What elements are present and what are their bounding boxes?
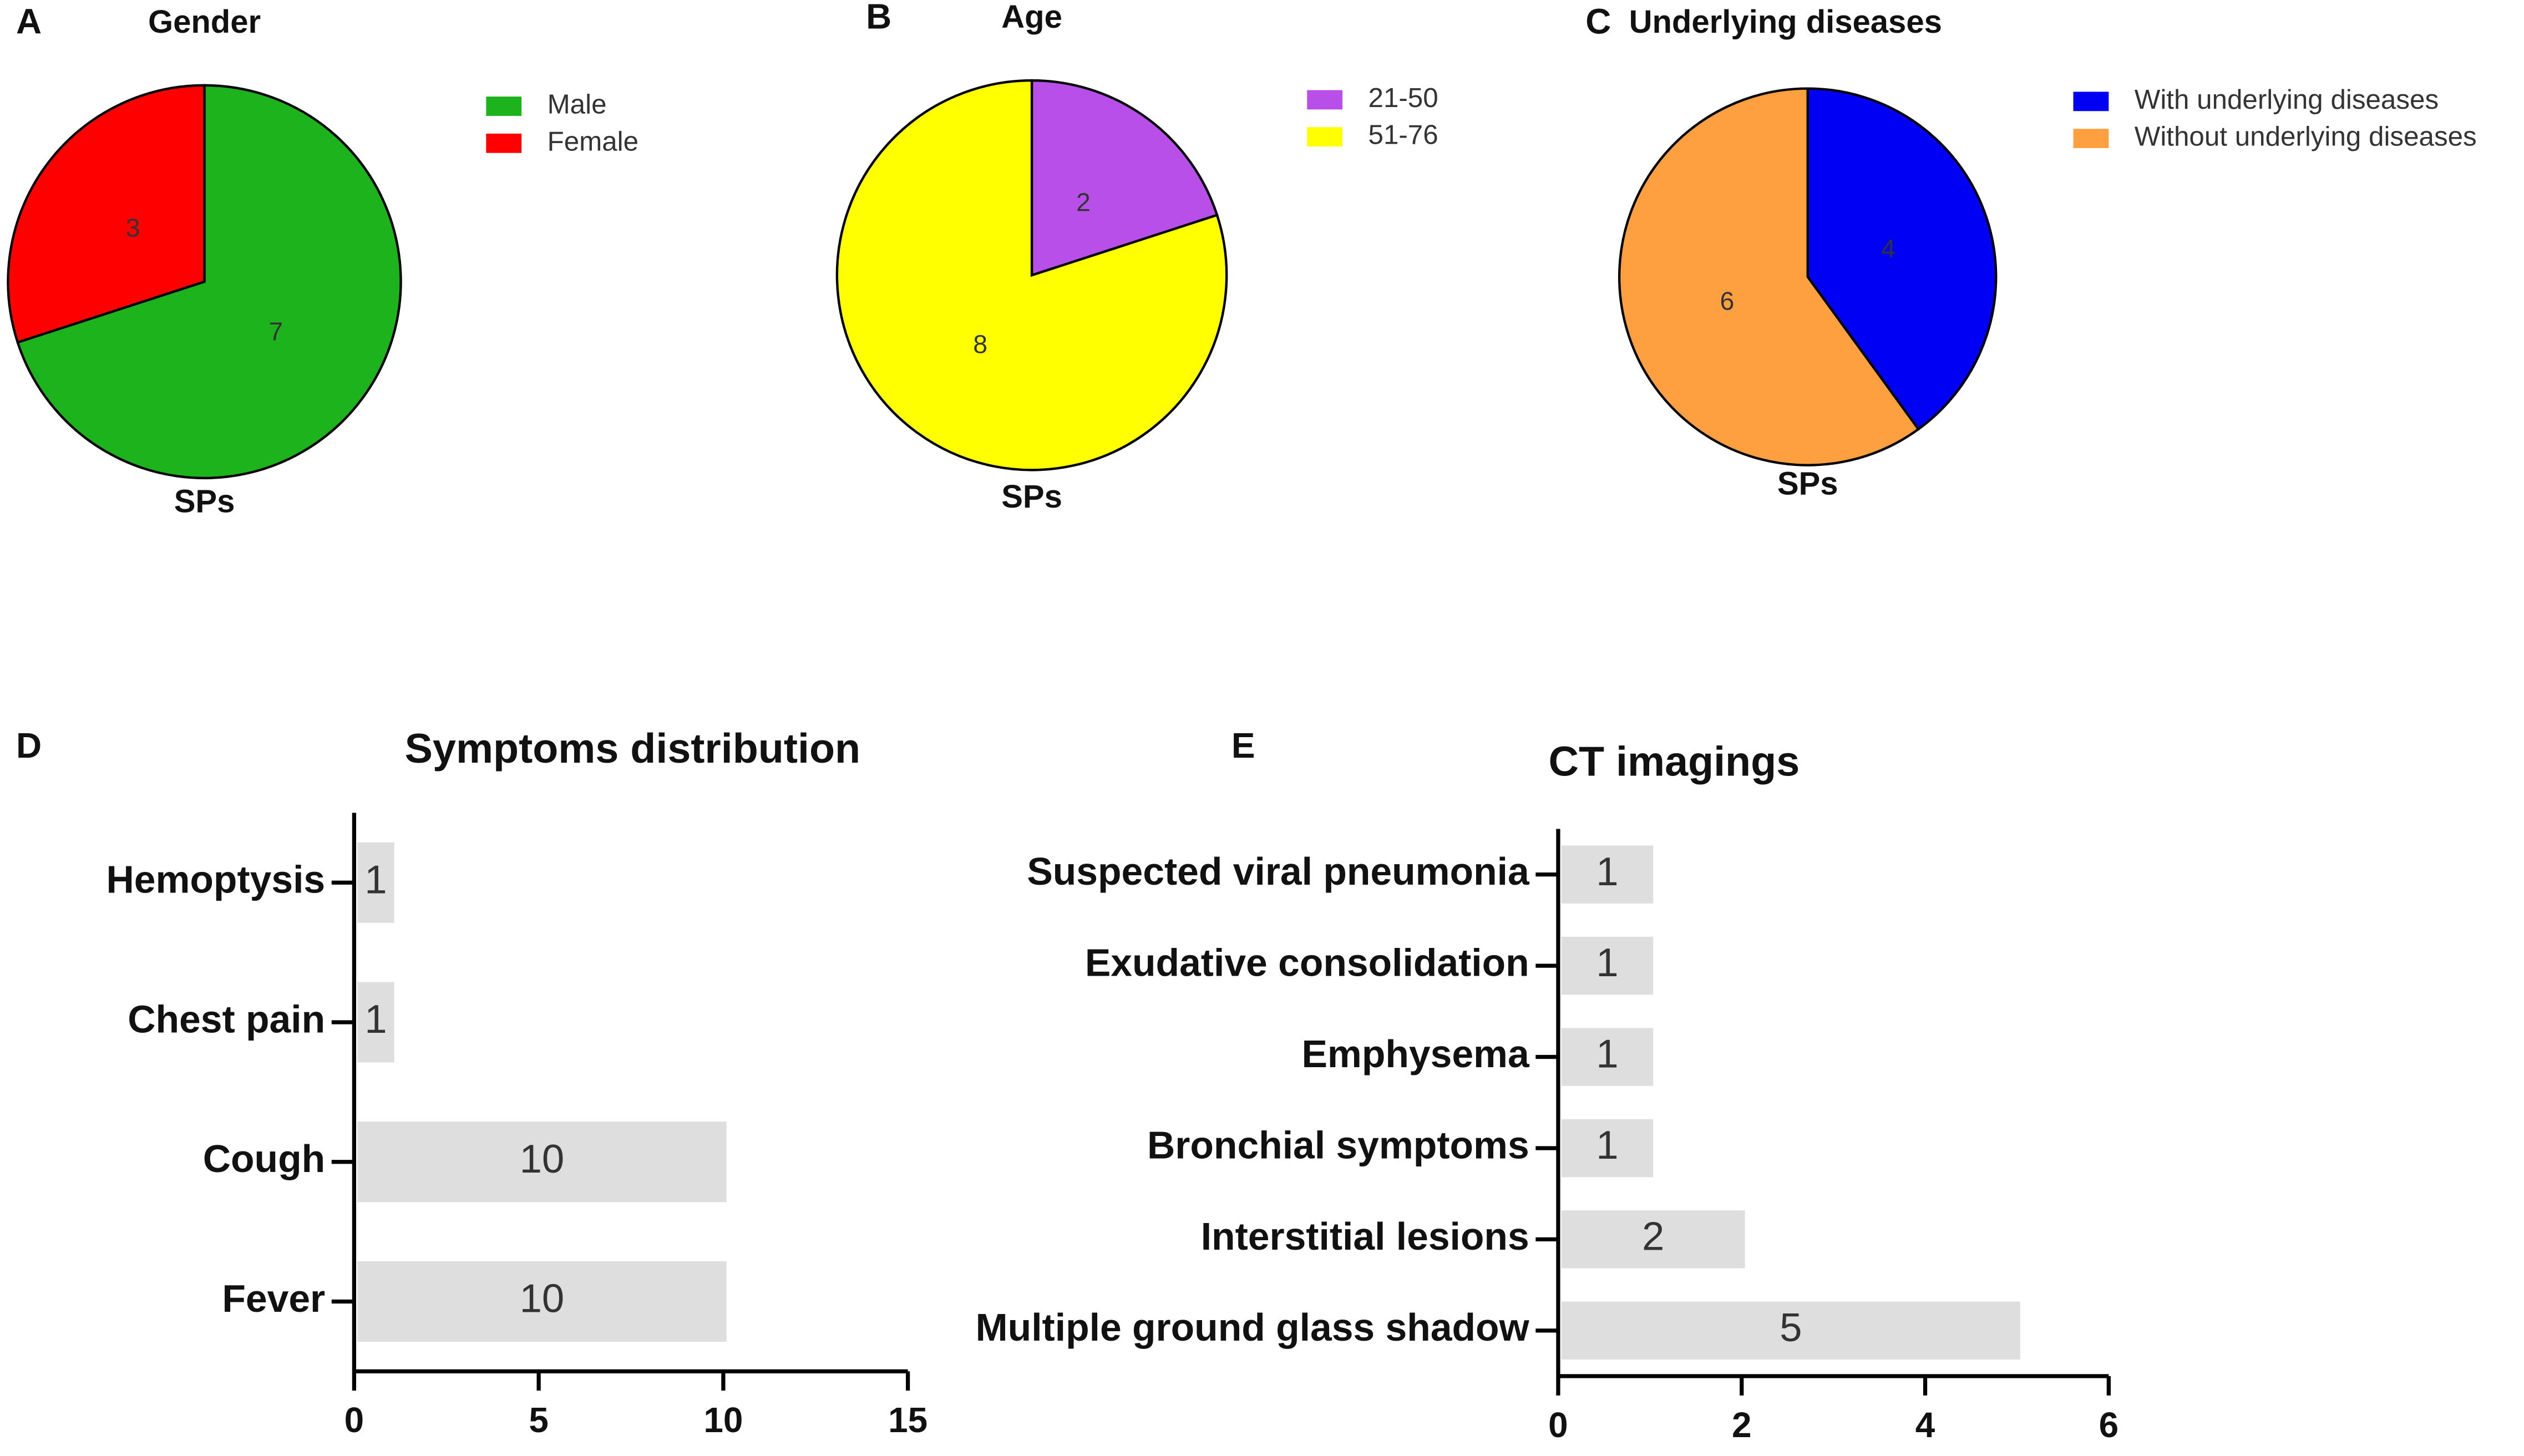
category-label: Chest pain bbox=[128, 997, 325, 1041]
category-label: Emphysema bbox=[1301, 1032, 1529, 1075]
slice-label: 4 bbox=[1881, 234, 1895, 263]
pie-slice bbox=[7, 84, 206, 344]
legend-swatch bbox=[2073, 129, 2109, 148]
chart-title: Underlying diseases bbox=[1629, 4, 1942, 40]
legend-label: Male bbox=[548, 89, 607, 120]
legend-swatch bbox=[486, 97, 522, 116]
slice-label: 8 bbox=[973, 329, 987, 358]
chart-title: Age bbox=[1001, 0, 1062, 35]
bar-value: 2 bbox=[1642, 1214, 1664, 1259]
legend-label: 51-76 bbox=[1369, 120, 1438, 150]
pie-slice bbox=[16, 84, 402, 479]
pie-label: SPs bbox=[174, 484, 235, 520]
category-label: Exudative consolidation bbox=[1085, 941, 1529, 984]
legend-label: With underlying diseases bbox=[2135, 84, 2439, 115]
panel-letter: E bbox=[1231, 726, 1255, 765]
panel-letter: A bbox=[16, 1, 42, 41]
bar bbox=[1561, 1210, 1745, 1269]
chart-title: Symptoms distribution bbox=[405, 725, 860, 772]
chart-title: CT imagings bbox=[1549, 738, 1800, 784]
pie-slice bbox=[1030, 79, 1219, 277]
pie-label: SPs bbox=[1777, 466, 1838, 502]
bar-value: 1 bbox=[364, 857, 387, 902]
slice-label: 6 bbox=[1720, 287, 1734, 316]
chart-title: Gender bbox=[148, 4, 261, 40]
bar-value: 1 bbox=[1596, 849, 1618, 894]
slice-label: 7 bbox=[269, 317, 283, 346]
legend-swatch bbox=[1307, 127, 1343, 147]
category-label: Cough bbox=[203, 1137, 325, 1180]
pie-label: SPs bbox=[1001, 479, 1062, 515]
bar bbox=[1561, 1301, 2020, 1360]
bar bbox=[1561, 1119, 1654, 1178]
bar-value: 1 bbox=[1596, 1032, 1618, 1077]
panel-letter: C bbox=[1585, 1, 1611, 41]
legend-label: Without underlying diseases bbox=[2135, 121, 2477, 152]
bar-value: 5 bbox=[1780, 1305, 1802, 1350]
pie-slice bbox=[1618, 87, 1920, 466]
x-tick-label: 0 bbox=[344, 1400, 364, 1440]
x-tick-label: 2 bbox=[1732, 1405, 1752, 1445]
x-tick-label: 10 bbox=[703, 1400, 743, 1440]
category-label: Bronchial symptoms bbox=[1147, 1123, 1529, 1166]
x-tick-label: 0 bbox=[1548, 1405, 1568, 1445]
bar-value: 10 bbox=[520, 1276, 565, 1321]
category-label: Fever bbox=[222, 1277, 325, 1320]
x-tick-label: 15 bbox=[888, 1400, 928, 1440]
category-label: Suspected viral pneumonia bbox=[1027, 850, 1530, 893]
legend-label: 21-50 bbox=[1369, 83, 1438, 113]
legend-label: Female bbox=[548, 126, 638, 156]
bar bbox=[357, 1261, 727, 1342]
category-label: Interstitial lesions bbox=[1201, 1215, 1529, 1258]
bar-value: 1 bbox=[1596, 940, 1618, 985]
legend-swatch bbox=[1307, 90, 1343, 110]
bar bbox=[1561, 936, 1654, 995]
panel-letter: D bbox=[16, 726, 42, 765]
bar bbox=[357, 842, 394, 923]
x-tick-label: 5 bbox=[529, 1400, 549, 1440]
legend-swatch bbox=[486, 133, 522, 153]
panel-letter: B bbox=[866, 0, 891, 37]
bar-value: 10 bbox=[520, 1137, 565, 1181]
bar-value: 1 bbox=[364, 997, 387, 1042]
pie-slice bbox=[835, 79, 1228, 471]
x-tick-label: 4 bbox=[1915, 1405, 1935, 1445]
category-label: Multiple ground glass shadow bbox=[976, 1306, 1530, 1349]
bar bbox=[357, 982, 394, 1063]
slice-label: 2 bbox=[1076, 188, 1091, 217]
bar bbox=[357, 1122, 727, 1203]
bar-value: 1 bbox=[1596, 1123, 1618, 1168]
slice-label: 3 bbox=[126, 213, 140, 242]
legend-swatch bbox=[2073, 92, 2109, 111]
x-tick-label: 6 bbox=[2099, 1405, 2119, 1445]
bar bbox=[1561, 1028, 1654, 1086]
bar bbox=[1561, 845, 1654, 904]
pie-slice bbox=[1806, 87, 1998, 431]
category-label: Hemoptysis bbox=[106, 858, 325, 901]
